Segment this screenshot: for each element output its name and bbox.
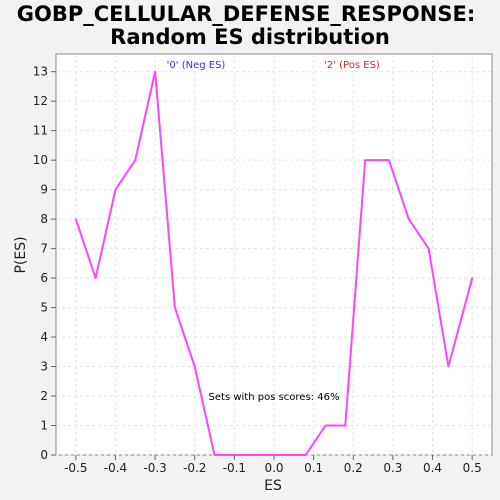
data-point-0-12 bbox=[304, 454, 307, 456]
data-point-0-1 bbox=[94, 277, 97, 279]
y-tick-label-8: 8 bbox=[40, 212, 48, 226]
legend-pos-es: '2' (Pos ES) bbox=[324, 60, 380, 71]
data-point-0-19 bbox=[447, 365, 450, 368]
y-tick-label-12: 12 bbox=[33, 94, 48, 108]
data-point-0-20 bbox=[471, 277, 473, 279]
data-point-0-7 bbox=[213, 454, 216, 456]
y-tick-label-6: 6 bbox=[40, 271, 48, 285]
chart-title-line-1: GOBP_CELLULAR_DEFENSE_RESPONSE: bbox=[17, 2, 475, 26]
y-tick-label-11: 11 bbox=[33, 124, 48, 138]
data-point-0-8 bbox=[233, 454, 236, 456]
x-tick-label-8: 0.3 bbox=[383, 461, 402, 475]
data-point-0-13 bbox=[324, 424, 327, 427]
data-point-0-15 bbox=[364, 159, 366, 161]
data-point-0-11 bbox=[293, 454, 295, 456]
chart-title-line-2: Random ES distribution bbox=[110, 25, 390, 49]
y-tick-label-5: 5 bbox=[40, 301, 48, 315]
x-tick-label-4: -0.1 bbox=[223, 461, 246, 475]
data-point-0-6 bbox=[193, 365, 196, 368]
x-tick-label-7: 0.2 bbox=[344, 461, 363, 475]
series-layer bbox=[74, 70, 474, 456]
y-tick-label-4: 4 bbox=[40, 330, 48, 344]
data-point-0-2 bbox=[114, 188, 117, 191]
y-tick-label-10: 10 bbox=[33, 153, 48, 167]
data-point-0-4 bbox=[154, 70, 156, 73]
x-tick-label-6: 0.1 bbox=[304, 461, 323, 475]
axes: -0.5 -0.4 -0.3 -0.2 -0.1 0.0 0.1 0.2 0.3 0.4 0.5 0 1… bbox=[33, 65, 482, 475]
x-tick-label-2: -0.3 bbox=[143, 461, 166, 475]
data-point-0-14 bbox=[344, 424, 347, 427]
y-axis-label: P(ES) bbox=[13, 236, 29, 273]
x-tick-label-10: 0.5 bbox=[463, 461, 482, 475]
x-tick-label-1: -0.4 bbox=[104, 461, 127, 475]
data-point-0-16 bbox=[388, 159, 390, 161]
data-point-0-9 bbox=[253, 454, 255, 456]
y-tick-label-13: 13 bbox=[33, 65, 48, 79]
grid-lines bbox=[56, 54, 492, 456]
legend-neg-es: '0' (Neg ES) bbox=[167, 60, 226, 71]
y-tick-label-7: 7 bbox=[40, 242, 48, 256]
data-point-0-0 bbox=[75, 218, 77, 220]
x-tick-label-0: -0.5 bbox=[64, 461, 87, 475]
y-tick-label-0: 0 bbox=[40, 448, 48, 462]
pos-scores-annotation: Sets with pos scores: 46% bbox=[209, 392, 340, 403]
y-tick-label-9: 9 bbox=[40, 183, 48, 197]
data-point-0-10 bbox=[273, 454, 275, 456]
y-tick-label-3: 3 bbox=[40, 360, 48, 374]
x-tick-label-9: 0.4 bbox=[423, 461, 442, 475]
data-point-0-3 bbox=[134, 159, 137, 161]
data-point-0-5 bbox=[174, 306, 176, 309]
y-tick-label-1: 1 bbox=[40, 419, 48, 433]
y-tick-label-2: 2 bbox=[40, 389, 48, 403]
x-tick-label-3: -0.2 bbox=[183, 461, 206, 475]
data-point-0-18 bbox=[427, 247, 430, 250]
x-axis-label: ES bbox=[264, 478, 282, 494]
x-tick-label-5: 0.0 bbox=[264, 461, 283, 475]
data-point-0-17 bbox=[407, 218, 410, 220]
